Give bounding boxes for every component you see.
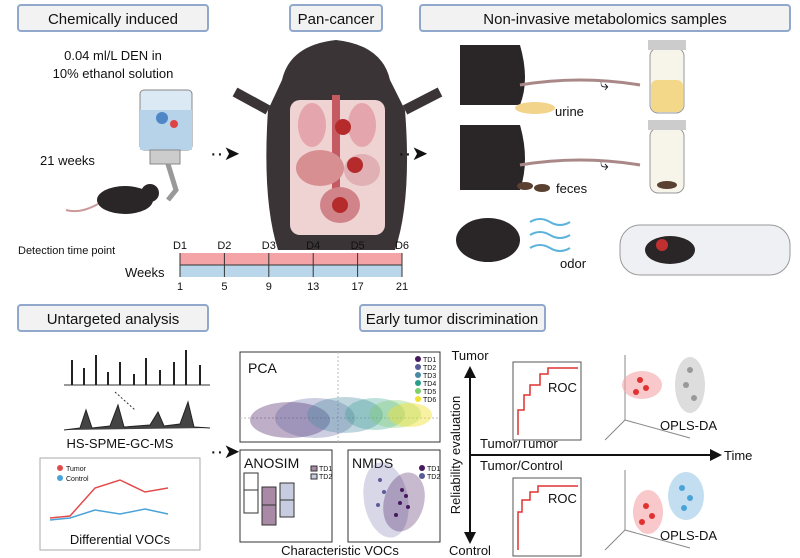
detection-point-label: D6	[395, 240, 409, 252]
svg-text:Control: Control	[66, 476, 89, 483]
header-chemically-induced: Chemically induced	[17, 4, 209, 32]
dose-line-1: 0.04 ml/L DEN in	[64, 48, 162, 63]
svg-text:TD1: TD1	[427, 466, 440, 473]
legend-marker	[415, 364, 421, 370]
week-label: 13	[307, 281, 319, 293]
week-label: 9	[266, 281, 272, 293]
svg-text:Pan-cancer: Pan-cancer	[298, 11, 375, 28]
header-early-tumor: Early tumor discrimination	[359, 304, 546, 332]
differential-vocs-chart: Tumor Control Differential VOCs	[39, 457, 201, 551]
axis-x-label: Time	[724, 448, 752, 463]
week-label: 1	[177, 281, 183, 293]
svg-text:Non-invasive metabolomics samp: Non-invasive metabolomics samples	[483, 11, 726, 28]
arrow-icon: ··➤	[398, 143, 428, 165]
sample-feces: feces ⤷	[460, 120, 686, 196]
axis-bottom-label: Control	[449, 543, 491, 558]
svg-text:TD2: TD2	[319, 474, 332, 481]
detection-point-label: D2	[217, 240, 231, 252]
legend-label: TD6	[423, 397, 436, 404]
chromatogram-illustration	[63, 350, 211, 431]
sample-urine: urine ⤷	[460, 40, 686, 119]
weeks-label: Weeks	[125, 265, 165, 280]
legend-label: TD2	[423, 365, 436, 372]
legend-label: TD4	[423, 381, 436, 388]
duration-label: 21 weeks	[40, 153, 95, 168]
svg-text:Early tumor discrimination: Early tumor discrimination	[366, 311, 539, 328]
header-untargeted: Untargeted analysis	[17, 304, 209, 332]
legend-marker	[415, 396, 421, 402]
dose-line-2: 10% ethanol solution	[53, 66, 174, 81]
detection-point-label: D3	[262, 240, 276, 252]
detection-point-label: D5	[351, 240, 365, 252]
roc-curve-tumor-control: ROC	[512, 477, 582, 557]
detection-point-label: D1	[173, 240, 187, 252]
anosim-plot: ANOSIM TD1 TD2	[239, 449, 333, 543]
weeks-bar	[180, 265, 402, 277]
svg-text:feces: feces	[556, 181, 588, 196]
legend-marker	[415, 372, 421, 378]
svg-text:TD2: TD2	[427, 474, 440, 481]
water-bottle-icon	[139, 89, 193, 202]
svg-text:ROC: ROC	[548, 380, 577, 395]
svg-text:odor: odor	[560, 256, 587, 271]
svg-text:Differential VOCs: Differential VOCs	[70, 532, 171, 547]
svg-text:ROC: ROC	[548, 491, 577, 506]
header-pan-cancer: Pan-cancer	[289, 4, 383, 32]
legend-marker	[415, 388, 421, 394]
detection-bar	[180, 253, 402, 265]
evaluation-axes	[464, 366, 722, 544]
svg-text:OPLS-DA: OPLS-DA	[660, 418, 717, 433]
arrow-icon: ··➤	[210, 441, 240, 463]
oplsda-plot-bottom: OPLS-DA	[604, 470, 717, 551]
characteristic-vocs-label: Characteristic VOCs	[281, 543, 399, 558]
roc-curve-tumor-tumor: ROC	[512, 361, 582, 441]
method-label: HS-SPME-GC-MS	[67, 436, 174, 451]
legend-label: TD5	[423, 389, 436, 396]
svg-text:Untargeted analysis: Untargeted analysis	[47, 311, 180, 328]
legend-marker	[415, 356, 421, 362]
mouse-anatomy-illustration	[232, 40, 443, 250]
svg-text:PCA: PCA	[248, 360, 277, 376]
week-label: 17	[351, 281, 363, 293]
sample-odor: odor	[456, 218, 791, 276]
tumor-control-label: Tumor/Control	[480, 458, 563, 473]
svg-text:urine: urine	[555, 104, 584, 119]
header-noninvasive: Non-invasive metabolomics samples	[419, 4, 791, 32]
mouse-icon	[65, 184, 159, 214]
svg-text:⤷: ⤷	[600, 157, 609, 174]
detection-point-label: D4	[306, 240, 320, 252]
legend-label: TD3	[423, 373, 436, 380]
week-label: 5	[221, 281, 227, 293]
arrow-icon: ··➤	[210, 143, 240, 165]
svg-text:⤷: ⤷	[600, 77, 609, 94]
svg-text:Tumor: Tumor	[66, 466, 87, 473]
svg-text:Chemically induced: Chemically induced	[48, 11, 178, 28]
nmds-plot: NMDS TD1 TD2	[347, 449, 441, 543]
svg-text:OPLS-DA: OPLS-DA	[660, 528, 717, 543]
detection-label: Detection time point	[18, 245, 115, 257]
svg-text:NMDS: NMDS	[352, 455, 393, 471]
svg-text:TD1: TD1	[319, 466, 332, 473]
oplsda-plot-top: OPLS-DA	[604, 355, 717, 441]
legend-label: TD1	[423, 357, 436, 364]
week-label: 21	[396, 281, 408, 293]
legend-marker	[415, 380, 421, 386]
svg-text:ANOSIM: ANOSIM	[244, 455, 299, 471]
axis-y-label: Reliability evaluation	[448, 396, 463, 515]
axis-top-label: Tumor	[451, 348, 489, 363]
